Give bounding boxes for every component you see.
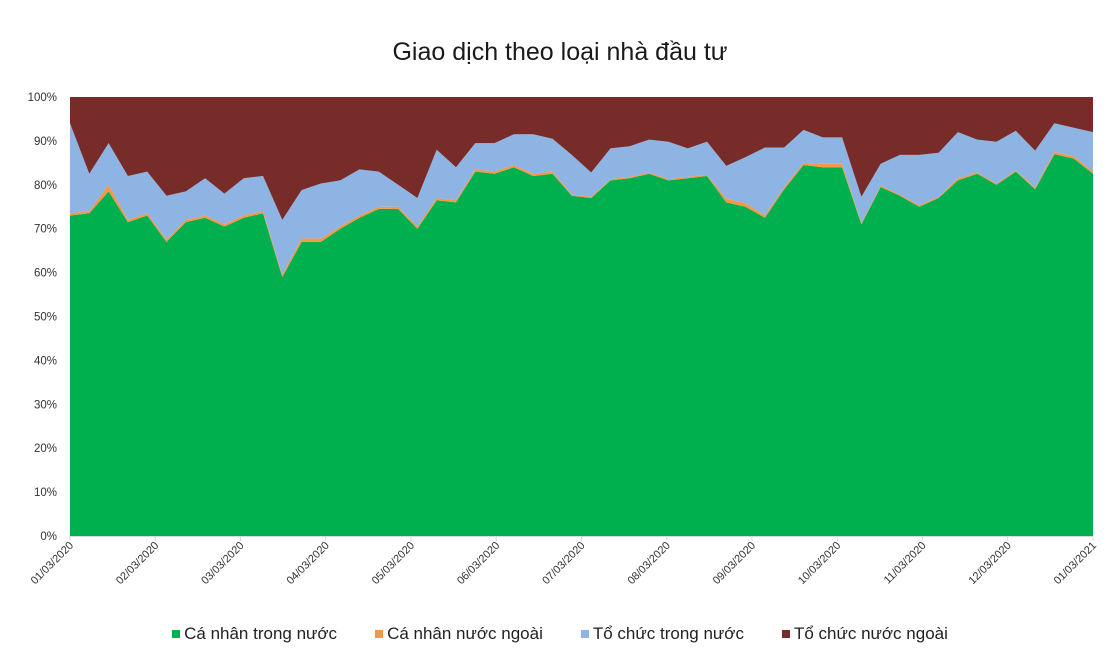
legend-swatch-blue (580, 630, 589, 638)
x-tick-label: 01/03/2021 (1052, 540, 1099, 587)
legend-swatch-orange (375, 630, 384, 638)
y-tick-label: 60% (34, 268, 57, 280)
x-axis: 01/03/2020 02/03/2020 03/03/2020 04/03/2020… (29, 536, 1099, 587)
legend-label: Cá nhân trong nước (184, 624, 338, 643)
y-tick-label: 0% (40, 531, 57, 543)
legend-item-to-chuc-trong-nuoc: Tổ chức trong nước (580, 624, 744, 644)
area-series-2 (70, 123, 1093, 275)
area-series-0 (70, 154, 1093, 536)
x-tick-label: 11/03/2020 (882, 540, 929, 587)
x-tick-label: 08/03/2020 (625, 540, 672, 587)
legend-label: Cá nhân nước ngoài (387, 624, 543, 643)
legend-swatch-green (172, 630, 181, 638)
x-tick-label: 03/03/2020 (199, 540, 246, 587)
plot-area (70, 97, 1093, 536)
x-tick-label: 02/03/2020 (114, 540, 161, 587)
y-tick-label: 30% (34, 399, 57, 411)
y-tick-label: 40% (34, 355, 57, 367)
x-tick-label: 12/03/2020 (966, 540, 1013, 587)
legend: Cá nhân trong nước Cá nhân nước ngoài Tổ… (0, 624, 1120, 644)
y-tick-label: 10% (34, 487, 57, 499)
y-tick-label: 80% (34, 180, 57, 192)
legend-item-to-chuc-nuoc-ngoai: Tổ chức nước ngoài (781, 624, 948, 644)
legend-item-ca-nhan-trong-nuoc: Cá nhân trong nước (172, 624, 337, 644)
legend-swatch-darkred (781, 630, 790, 638)
y-tick-label: 70% (34, 224, 57, 236)
x-tick-label: 10/03/2020 (796, 540, 843, 587)
x-tick-label: 07/03/2020 (540, 540, 587, 587)
y-tick-label: 90% (34, 136, 57, 148)
y-tick-label: 20% (34, 443, 57, 455)
x-tick-label: 04/03/2020 (284, 540, 331, 587)
chart-title: Giao dịch theo loại nhà đầu tư (392, 38, 728, 66)
legend-label: Tổ chức trong nước (592, 624, 744, 643)
x-tick-label: 09/03/2020 (711, 540, 758, 587)
area-series-3 (70, 97, 1093, 220)
legend-label: Tổ chức nước ngoài (793, 624, 948, 643)
x-tick-label: 01/03/2020 (29, 540, 76, 587)
y-tick-label: 100% (28, 92, 57, 104)
y-axis: 0% 10% 20% 30% 40% 50% 60% 70% 80% 90% 100% (28, 92, 57, 543)
y-tick-label: 50% (34, 312, 57, 324)
x-tick-label: 06/03/2020 (455, 540, 502, 587)
legend-item-ca-nhan-nuoc-ngoai: Cá nhân nước ngoài (375, 624, 543, 644)
x-tick-label: 05/03/2020 (370, 540, 417, 587)
